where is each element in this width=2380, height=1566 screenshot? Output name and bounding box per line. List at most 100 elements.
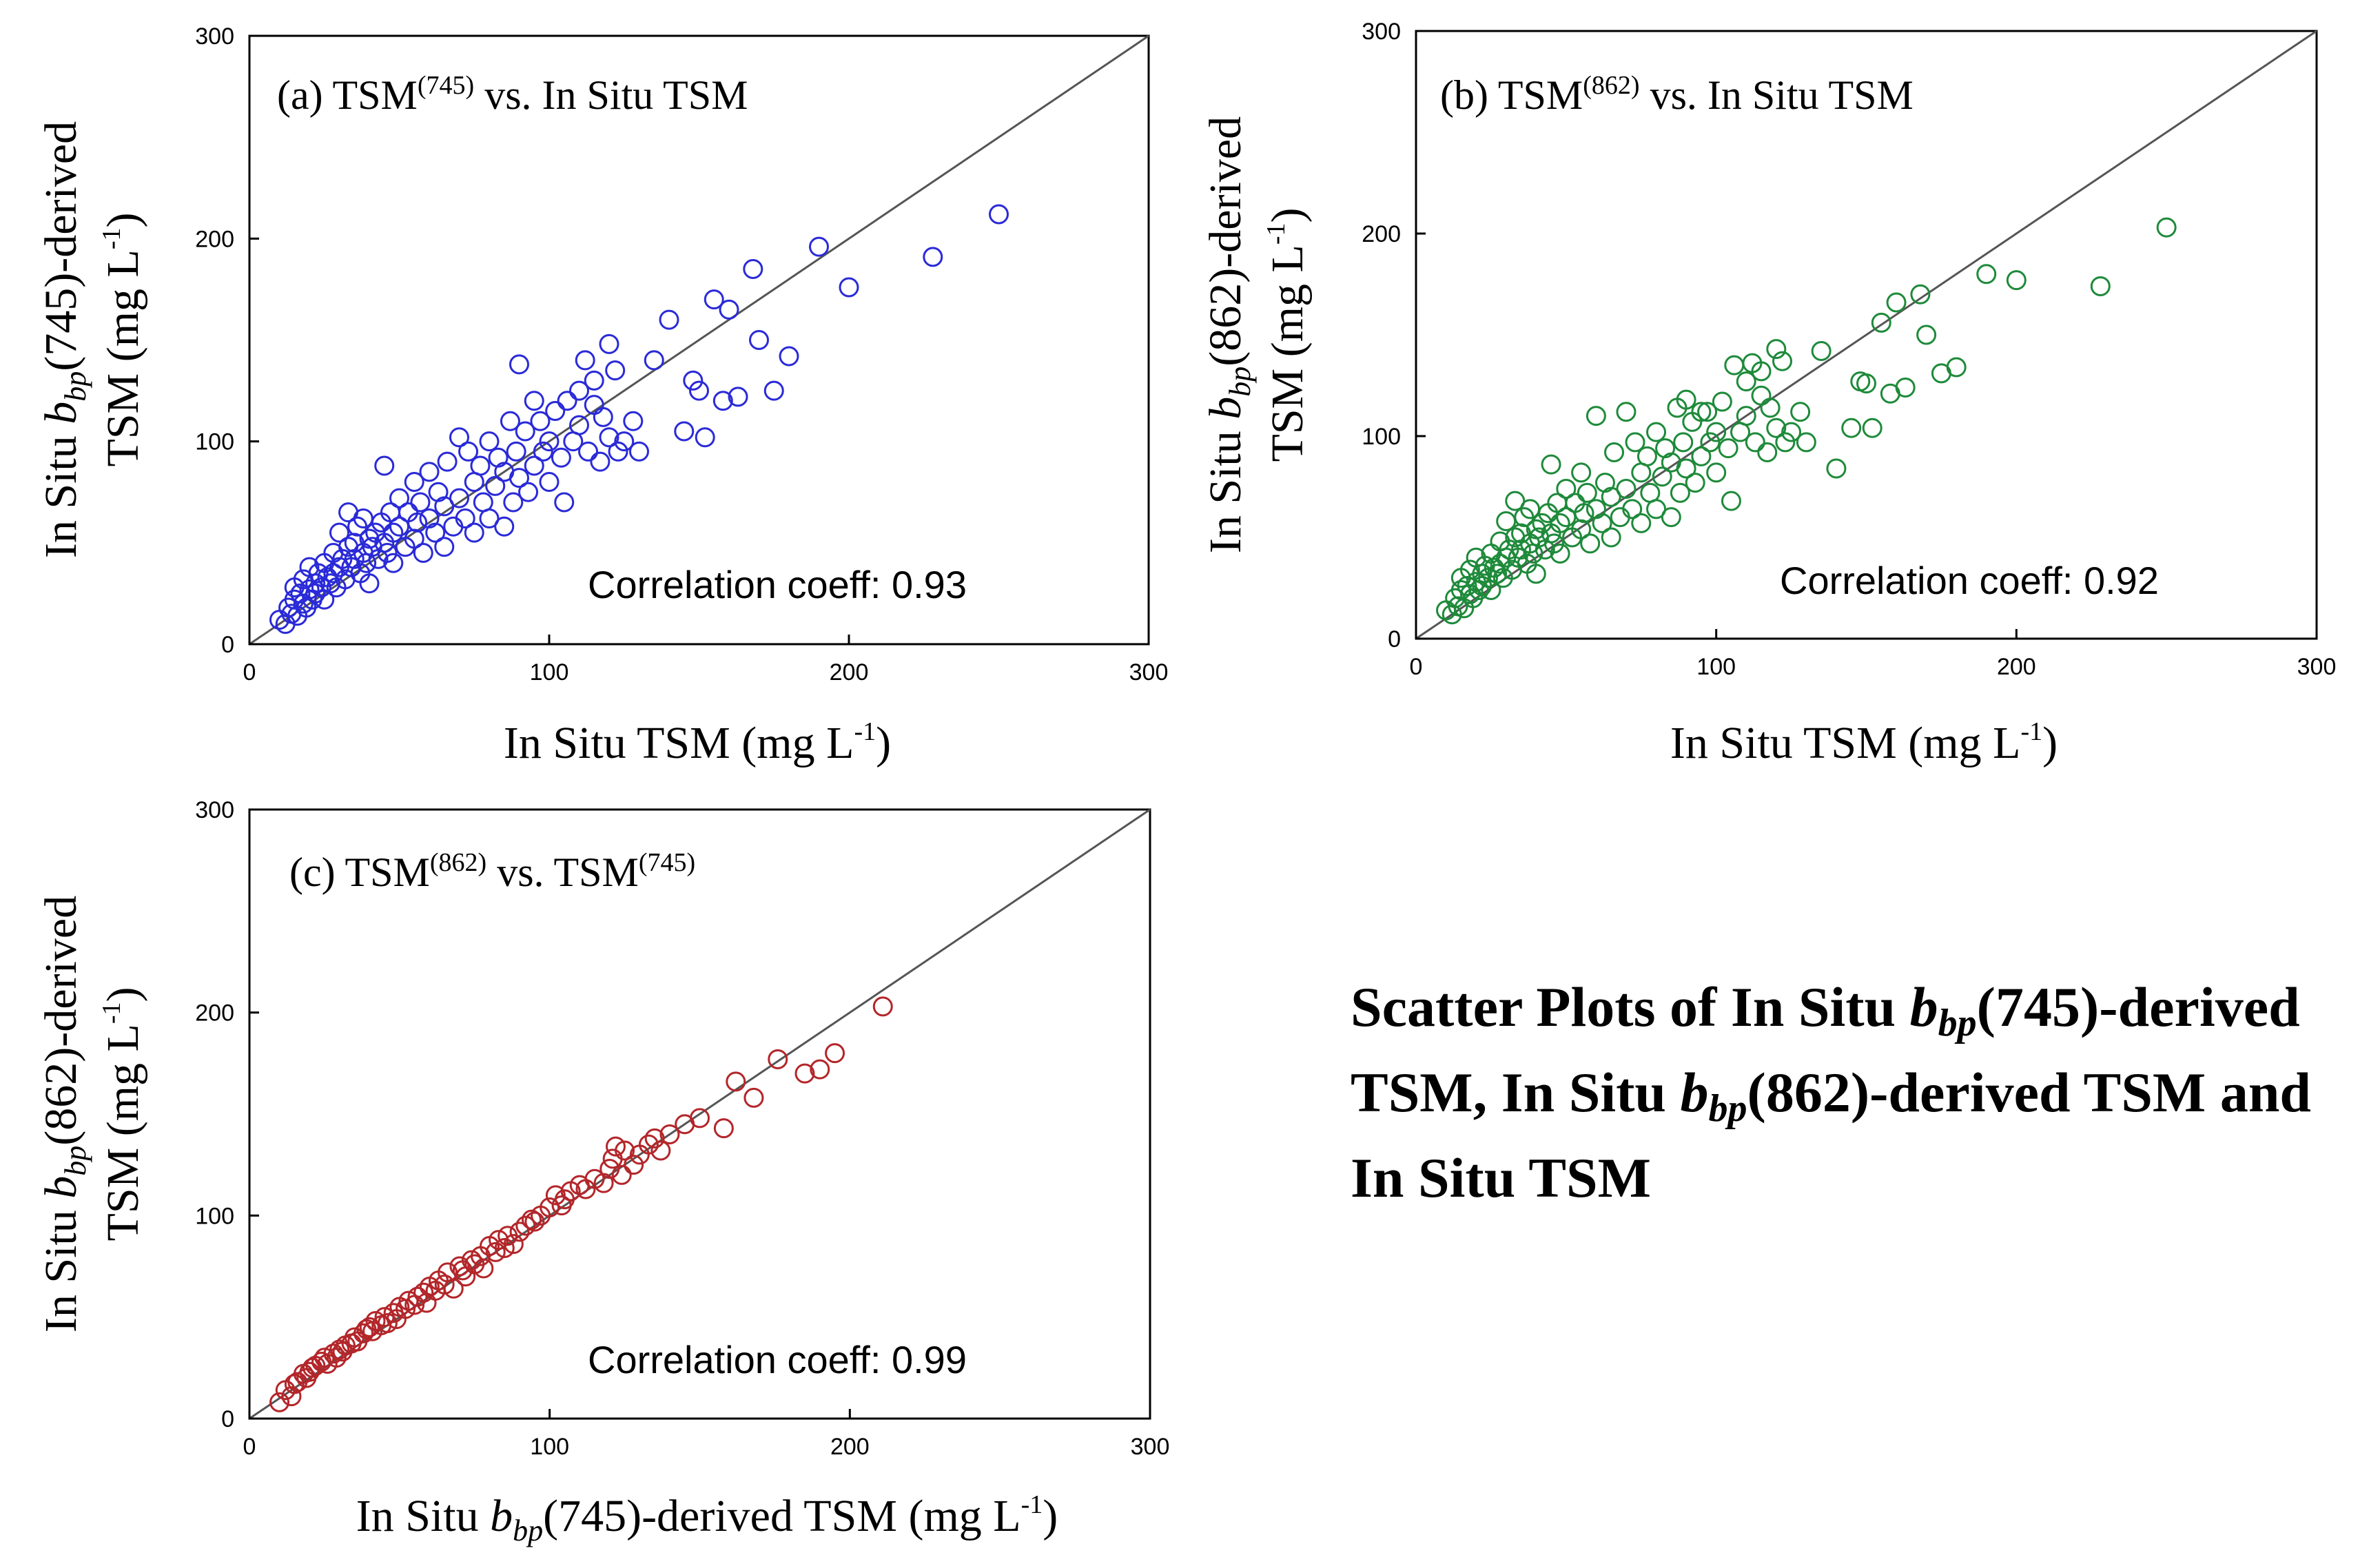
data-point bbox=[1490, 553, 1510, 574]
data-point bbox=[1685, 473, 1705, 493]
figure-caption: Scatter Plots of In Situ bbp(745)-derive… bbox=[1351, 965, 2357, 1221]
data-point bbox=[1574, 503, 1594, 524]
data-point bbox=[989, 204, 1009, 225]
data-point bbox=[674, 421, 695, 442]
data-point bbox=[749, 330, 769, 350]
data-point bbox=[1745, 432, 1765, 453]
caption-part2: (745)-derived TSM, In Situ bbox=[1351, 976, 2300, 1124]
data-point bbox=[1556, 478, 1577, 499]
data-point bbox=[1676, 389, 1696, 410]
data-point bbox=[1766, 339, 1787, 360]
data-point bbox=[524, 455, 544, 476]
data-point bbox=[569, 380, 589, 401]
data-point bbox=[1580, 533, 1601, 554]
data-point bbox=[299, 579, 320, 600]
data-point bbox=[479, 508, 500, 529]
data-point bbox=[590, 451, 611, 472]
data-point bbox=[404, 528, 424, 549]
data-point bbox=[1910, 284, 1931, 305]
data-point bbox=[1601, 486, 1621, 507]
data-point bbox=[1670, 482, 1690, 503]
caption-b1: b bbox=[1909, 976, 1938, 1038]
data-point bbox=[794, 1063, 815, 1084]
data-point bbox=[449, 1256, 470, 1277]
data-point bbox=[1601, 527, 1621, 548]
data-point bbox=[1736, 406, 1756, 426]
data-point bbox=[494, 516, 515, 537]
data-point bbox=[695, 427, 715, 448]
data-point bbox=[509, 1222, 530, 1242]
data-point bbox=[464, 522, 484, 543]
data-point bbox=[500, 411, 520, 431]
data-point bbox=[1946, 357, 1967, 378]
data-point bbox=[1673, 432, 1694, 453]
data-point bbox=[323, 563, 344, 584]
y-tick-label: 200 bbox=[195, 1000, 234, 1027]
y-tick-label: 200 bbox=[1362, 221, 1401, 247]
data-point bbox=[1625, 432, 1645, 453]
y-axis-label: In Situ bbp(862)-derived bbox=[36, 896, 92, 1332]
data-point bbox=[683, 370, 704, 391]
y-tick-label: 100 bbox=[1362, 424, 1401, 450]
y-tick-label: 0 bbox=[221, 1406, 234, 1432]
data-point bbox=[503, 1234, 524, 1255]
data-point bbox=[329, 557, 349, 577]
tick-labels: 0 100 200 300 0 100 200 300 bbox=[195, 797, 1169, 1460]
data-point bbox=[608, 441, 628, 462]
data-point bbox=[1712, 391, 1732, 412]
data-point bbox=[443, 1278, 464, 1299]
data-point bbox=[1718, 438, 1738, 459]
panel-title: (a) TSM(745) vs. In Situ TSM bbox=[277, 71, 748, 118]
data-point bbox=[522, 1209, 542, 1230]
data-point bbox=[1706, 422, 1727, 442]
panel-c: 0 100 200 300 0 100 200 300 (c) TSM(862) vs. TS… bbox=[36, 797, 1169, 1547]
data-point bbox=[494, 1237, 515, 1258]
panel-title: (c) TSM(862) vs. TSM(745) bbox=[289, 848, 695, 895]
data-point bbox=[1550, 544, 1570, 564]
data-point bbox=[810, 1059, 830, 1080]
plot-frame bbox=[1415, 30, 2318, 640]
data-point bbox=[584, 370, 604, 391]
data-point bbox=[1616, 402, 1637, 422]
data-point bbox=[1631, 513, 1652, 533]
data-point bbox=[575, 350, 595, 371]
data-point bbox=[329, 1339, 350, 1360]
x-tick-label: 200 bbox=[830, 659, 869, 686]
y-axis-label-line2: TSM (mg L-1) bbox=[97, 987, 148, 1242]
data-point bbox=[719, 299, 739, 320]
data-point bbox=[1496, 511, 1517, 531]
data-point bbox=[578, 441, 599, 462]
data-point bbox=[1781, 422, 1802, 442]
data-point bbox=[407, 512, 428, 533]
data-point bbox=[557, 391, 577, 411]
data-point bbox=[1796, 432, 1816, 453]
data-point bbox=[419, 462, 440, 482]
data-point bbox=[1772, 351, 1793, 371]
data-point bbox=[689, 380, 709, 401]
data-point bbox=[2090, 276, 2111, 296]
caption-sub2: bp bbox=[1708, 1087, 1747, 1130]
data-point bbox=[2156, 217, 2177, 238]
data-point bbox=[825, 1043, 845, 1064]
data-point bbox=[1841, 418, 1862, 438]
data-point bbox=[615, 1140, 635, 1161]
data-point bbox=[1616, 478, 1637, 499]
x-tick-label: 300 bbox=[1129, 659, 1169, 686]
data-point bbox=[1862, 418, 1883, 438]
data-point bbox=[1472, 564, 1492, 584]
data-point bbox=[1459, 559, 1480, 580]
data-point bbox=[768, 1049, 788, 1069]
data-point bbox=[599, 1159, 620, 1179]
data-point bbox=[389, 488, 409, 508]
data-point bbox=[506, 441, 526, 462]
data-point bbox=[377, 1313, 398, 1334]
data-point bbox=[1604, 442, 1625, 463]
y-axis-label: In Situ bbp(745)-derived bbox=[36, 121, 92, 558]
data-point bbox=[584, 1168, 605, 1189]
data-point bbox=[455, 508, 475, 529]
scatter-points bbox=[269, 996, 893, 1412]
data-point bbox=[437, 451, 458, 472]
tick-labels: 0 100 200 300 0 100 200 300 bbox=[1362, 19, 2336, 680]
y-tick-label: 200 bbox=[195, 226, 234, 252]
reference-line bbox=[1415, 30, 2317, 640]
